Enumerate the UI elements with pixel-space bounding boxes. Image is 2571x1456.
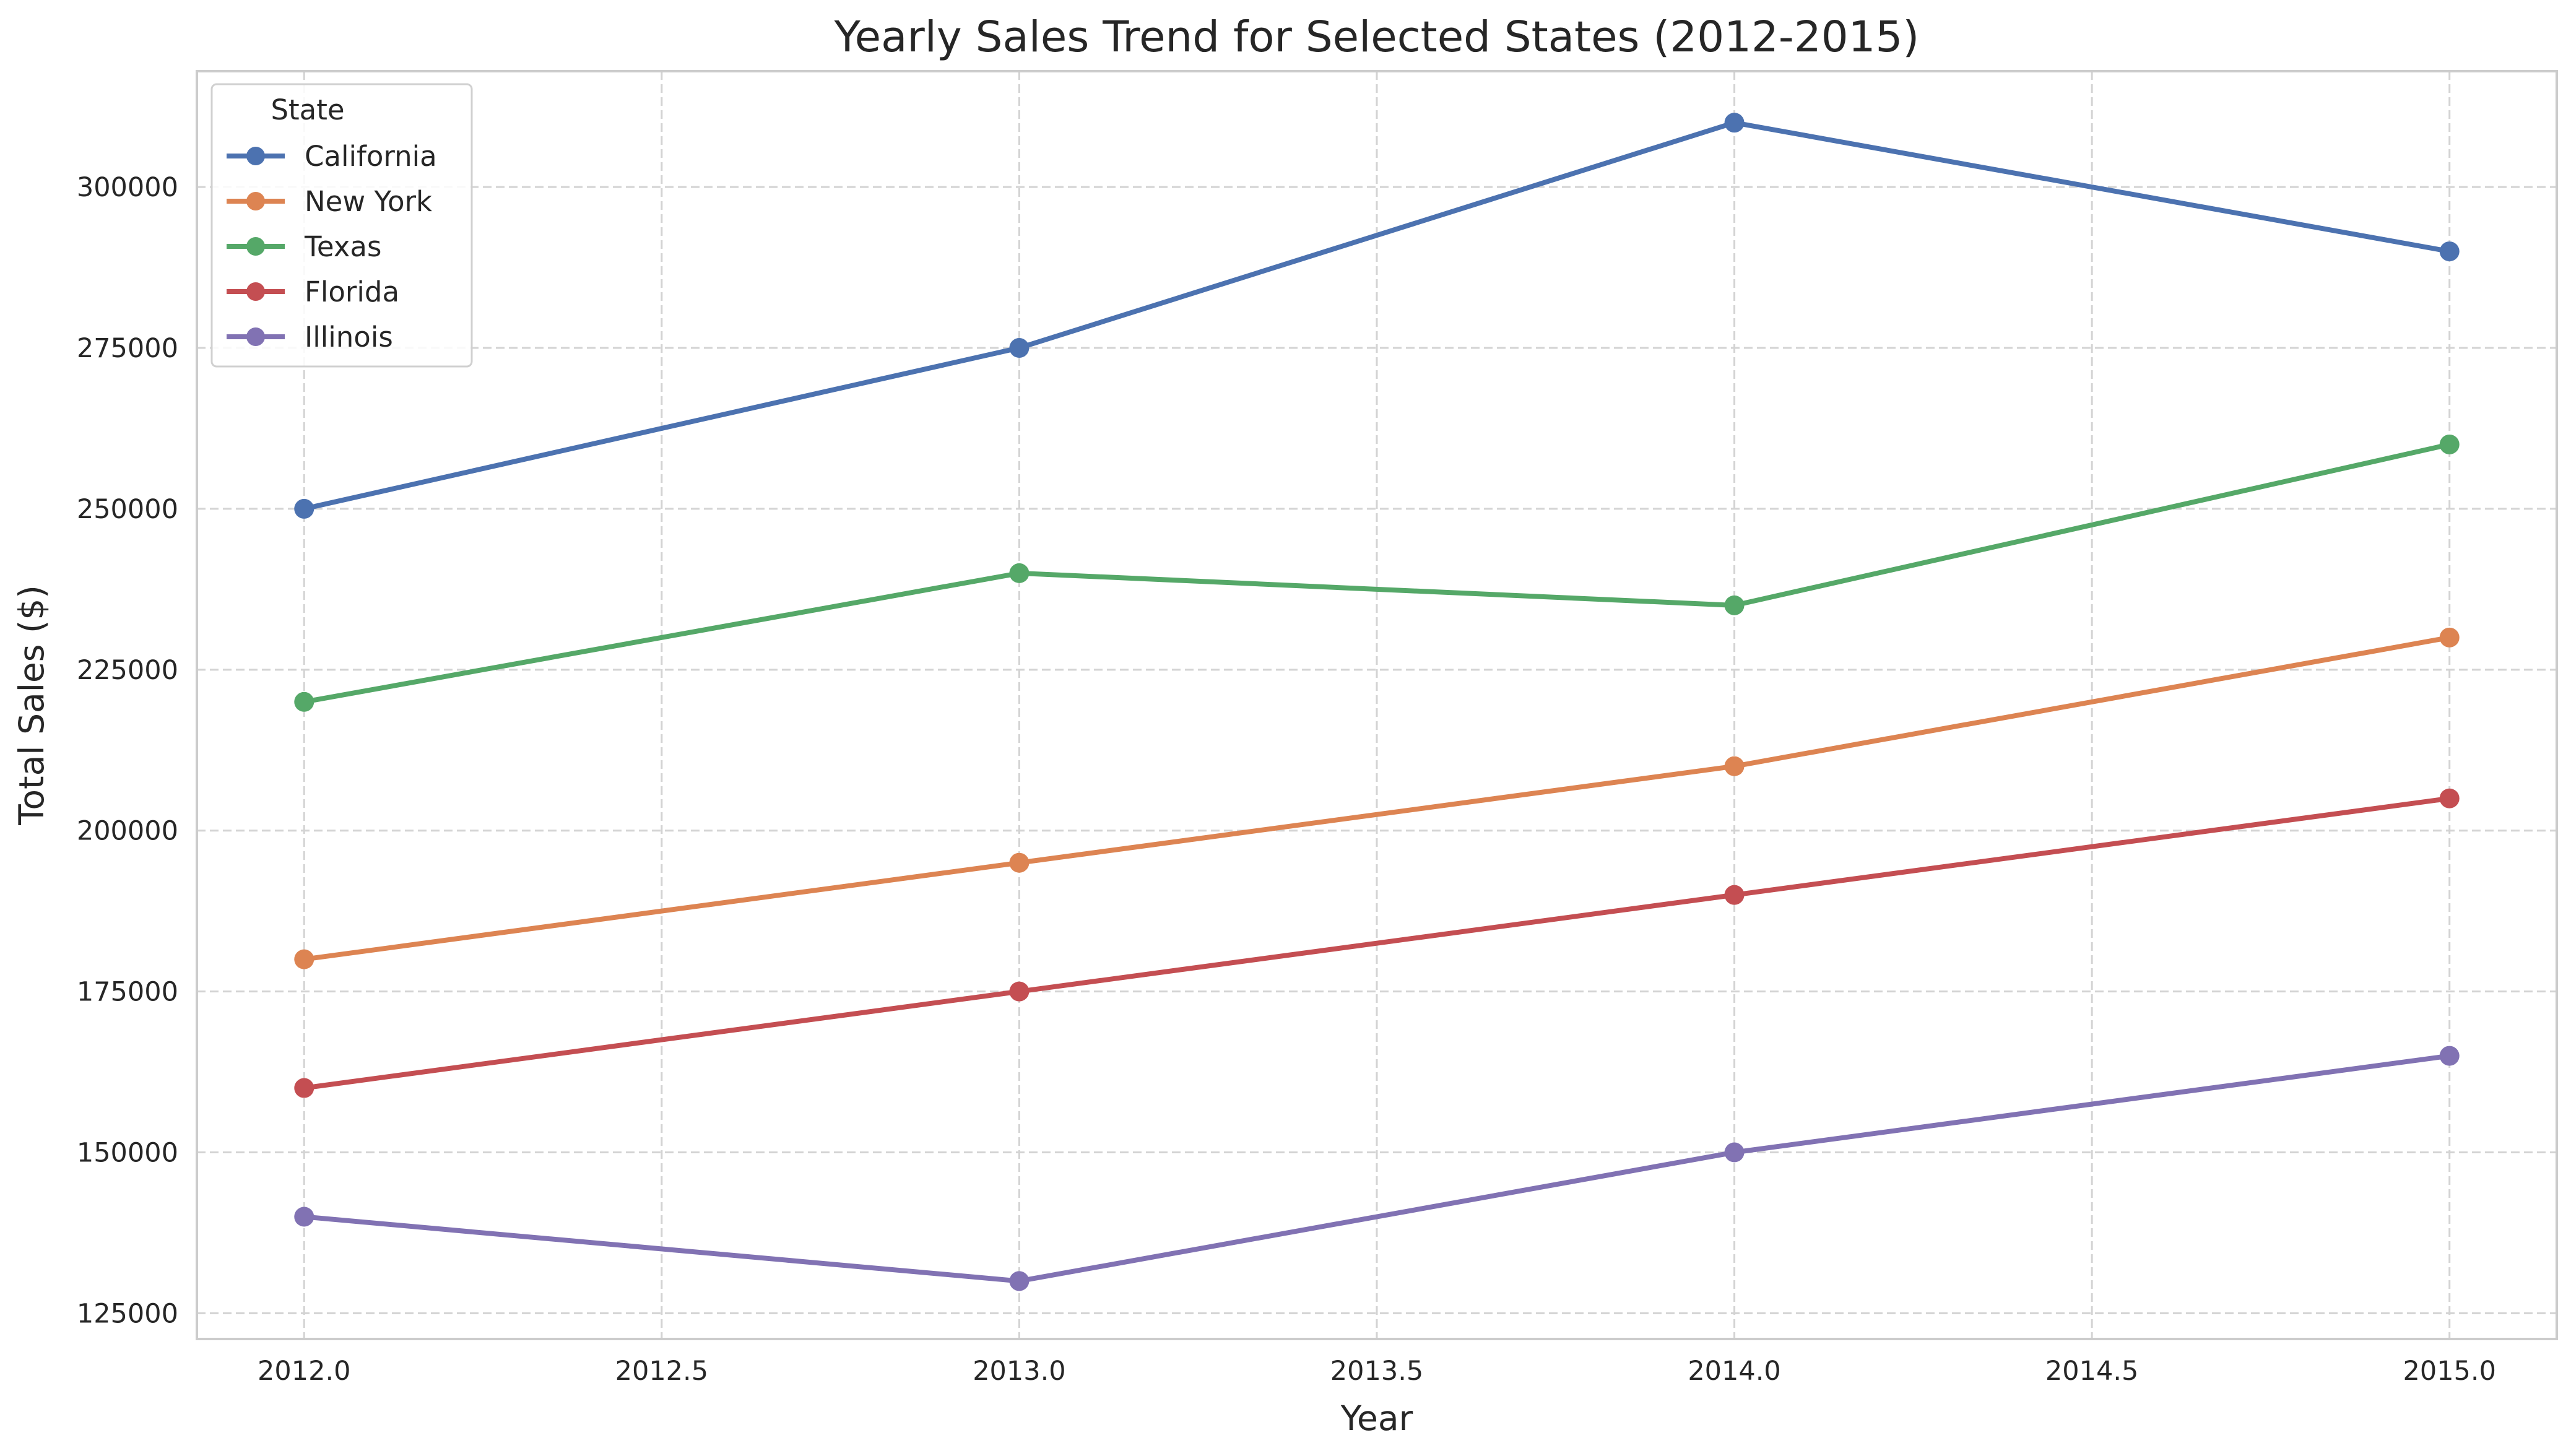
legend-item-california: California: [227, 140, 437, 173]
x-tick-label: 2012.0: [258, 1356, 350, 1387]
legend-swatch-marker: [246, 327, 265, 346]
data-point-texas: [294, 691, 314, 712]
legend: State California New York Texas Florida Illi…: [210, 83, 473, 368]
series-line-texas: [301, 441, 2452, 704]
legend-item-new-york: New York: [227, 185, 432, 218]
grid-layer: [197, 71, 2557, 1339]
legend-label: California: [305, 140, 437, 173]
y-tick-label: 175000: [77, 977, 178, 1008]
legend-swatch-marker: [246, 237, 265, 256]
data-point-texas: [2439, 434, 2460, 454]
data-point-florida: [1724, 885, 1745, 905]
y-tick-label: 250000: [77, 494, 178, 525]
x-tick-label: 2013.0: [973, 1356, 1065, 1387]
y-tick-label: 225000: [77, 655, 178, 686]
y-tick-label: 200000: [77, 816, 178, 847]
x-axis-label: Year: [1340, 1398, 1413, 1438]
legend-label: Texas: [304, 230, 381, 263]
series-illinois: [294, 1046, 2460, 1291]
legend-label: Illinois: [305, 321, 393, 353]
data-point-new-york: [294, 949, 314, 969]
series-florida: [294, 788, 2460, 1098]
series-line-california: [301, 120, 2452, 511]
series-layer: [294, 113, 2460, 1291]
data-point-california: [1724, 113, 1745, 133]
data-point-illinois: [1724, 1142, 1745, 1163]
data-point-texas: [1724, 595, 1745, 615]
x-tick-label: 2013.5: [1330, 1356, 1423, 1387]
legend-label: New York: [305, 185, 432, 218]
legend-item-illinois: Illinois: [227, 321, 393, 353]
y-tick-label: 300000: [77, 172, 178, 203]
legend-title: State: [271, 93, 344, 126]
legend-label: Florida: [305, 275, 399, 308]
series-california: [294, 113, 2460, 519]
data-point-illinois: [294, 1207, 314, 1227]
legend-swatch-marker: [246, 147, 265, 165]
legend-item-texas: Texas: [227, 230, 381, 263]
legend-swatch-marker: [246, 282, 265, 301]
series-line-florida: [301, 795, 2452, 1091]
series-line-new-york: [301, 635, 2452, 962]
data-point-illinois: [1009, 1271, 1030, 1291]
data-point-florida: [1009, 981, 1030, 1002]
data-point-new-york: [1724, 756, 1745, 776]
data-point-california: [294, 498, 314, 519]
legend-item-florida: Florida: [227, 275, 399, 308]
x-tick-label: 2012.5: [615, 1356, 708, 1387]
tick-layer: 2012.0 2012.5 2013.0 2013.5 2014.0 2014.5 2015…: [77, 172, 2496, 1387]
y-tick-label: 125000: [77, 1298, 178, 1329]
series-texas: [294, 434, 2460, 712]
data-point-texas: [1009, 563, 1030, 583]
data-point-florida: [294, 1078, 314, 1098]
data-point-florida: [2439, 788, 2460, 808]
plot-frame: [196, 70, 2558, 1340]
data-point-new-york: [1009, 852, 1030, 873]
legend-items: California New York Texas Florida Illinois: [227, 140, 437, 353]
y-tick-label: 150000: [77, 1138, 178, 1169]
x-tick-label: 2015.0: [2403, 1356, 2495, 1387]
legend-swatch-marker: [246, 192, 265, 210]
x-tick-label: 2014.5: [2045, 1356, 2138, 1387]
y-axis-label: Total Sales ($): [12, 585, 51, 826]
data-point-california: [2439, 241, 2460, 262]
x-tick-label: 2014.0: [1688, 1356, 1780, 1387]
y-tick-label: 275000: [77, 333, 178, 364]
data-point-new-york: [2439, 627, 2460, 648]
series-new-york: [294, 627, 2460, 969]
chart-title: Yearly Sales Trend for Selected States (…: [834, 12, 1920, 62]
data-point-illinois: [2439, 1046, 2460, 1066]
series-line-illinois: [301, 1053, 2452, 1284]
data-point-california: [1009, 338, 1030, 358]
